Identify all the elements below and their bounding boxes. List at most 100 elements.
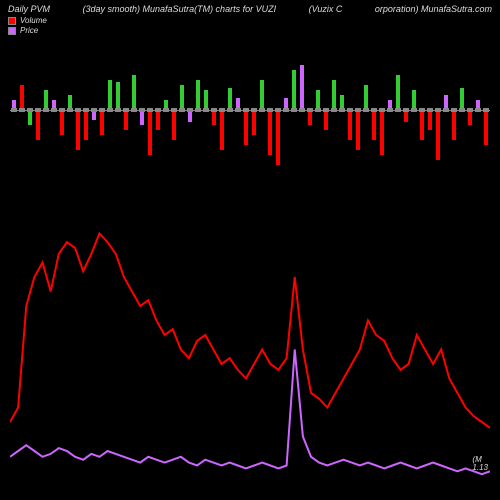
volume-tick (291, 108, 297, 112)
volume-bar (108, 80, 112, 110)
volume-tick (395, 108, 401, 112)
volume-line (10, 350, 490, 475)
volume-tick (443, 108, 449, 112)
volume-bar (172, 110, 176, 140)
volume-bar (308, 110, 312, 125)
volume-tick (19, 108, 25, 112)
volume-bar (76, 110, 80, 150)
volume-bar (180, 85, 184, 110)
volume-panel (10, 50, 490, 170)
volume-tick (131, 108, 137, 112)
volume-tick (307, 108, 313, 112)
volume-bar (260, 80, 264, 110)
volume-bar (124, 110, 128, 130)
annotation-line2: 1.13 (472, 464, 488, 472)
volume-tick (203, 108, 209, 112)
volume-tick (259, 108, 265, 112)
volume-bar (348, 110, 352, 140)
volume-bar (116, 82, 120, 110)
volume-bar (332, 80, 336, 110)
volume-tick (459, 108, 465, 112)
volume-tick (299, 108, 305, 112)
volume-bar (372, 110, 376, 140)
volume-tick (235, 108, 241, 112)
volume-tick (35, 108, 41, 112)
volume-bar (300, 65, 304, 110)
volume-bar (140, 110, 144, 125)
volume-tick (219, 108, 225, 112)
volume-tick (139, 108, 145, 112)
volume-tick (451, 108, 457, 112)
volume-tick (107, 108, 113, 112)
legend-item-price: Price (8, 26, 47, 35)
volume-bar (244, 110, 248, 145)
volume-bar (204, 90, 208, 110)
volume-bar (132, 75, 136, 110)
volume-tick (363, 108, 369, 112)
volume-tick (339, 108, 345, 112)
volume-bar (452, 110, 456, 140)
volume-tick (179, 108, 185, 112)
volume-tick (275, 108, 281, 112)
volume-tick (315, 108, 321, 112)
header-center-left: (3day smooth) MunafaSutra(TM) charts for… (83, 4, 277, 14)
volume-bar (84, 110, 88, 140)
volume-tick (163, 108, 169, 112)
volume-baseline (10, 110, 490, 111)
price-line (10, 234, 490, 428)
volume-bar (268, 110, 272, 155)
volume-tick (267, 108, 273, 112)
volume-tick (75, 108, 81, 112)
volume-tick (331, 108, 337, 112)
volume-tick (475, 108, 481, 112)
volume-bar (460, 88, 464, 110)
volume-tick (59, 108, 65, 112)
volume-tick (419, 108, 425, 112)
volume-tick (227, 108, 233, 112)
volume-bar (380, 110, 384, 155)
volume-tick (51, 108, 57, 112)
line-chart-svg (10, 190, 490, 480)
volume-bar (148, 110, 152, 155)
volume-bar (228, 88, 232, 110)
volume-tick (403, 108, 409, 112)
volume-tick (99, 108, 105, 112)
volume-bar (212, 110, 216, 125)
volume-bar (196, 80, 200, 110)
volume-tick (211, 108, 217, 112)
annotation: (M 1.13 (472, 456, 488, 472)
volume-bar (436, 110, 440, 160)
legend-label-volume: Volume (20, 16, 47, 25)
volume-tick (427, 108, 433, 112)
volume-tick (483, 108, 489, 112)
volume-tick (251, 108, 257, 112)
volume-tick (323, 108, 329, 112)
volume-tick (411, 108, 417, 112)
volume-tick (355, 108, 361, 112)
volume-tick (115, 108, 121, 112)
volume-tick (91, 108, 97, 112)
volume-tick (467, 108, 473, 112)
volume-bar (396, 75, 400, 110)
volume-bar (252, 110, 256, 135)
header-right: orporation) MunafaSutra.com (375, 4, 492, 14)
volume-bar (420, 110, 424, 140)
volume-bar (60, 110, 64, 135)
legend-swatch-price (8, 27, 16, 35)
volume-tick (27, 108, 33, 112)
volume-bar (316, 90, 320, 110)
volume-bar (356, 110, 360, 150)
volume-tick (187, 108, 193, 112)
volume-bar (364, 85, 368, 110)
volume-tick (155, 108, 161, 112)
volume-bar (20, 85, 24, 110)
volume-bar (468, 110, 472, 125)
volume-tick (195, 108, 201, 112)
volume-bar (484, 110, 488, 145)
header-left: Daily PVM (8, 4, 50, 14)
volume-tick (379, 108, 385, 112)
volume-tick (123, 108, 129, 112)
volume-bar (324, 110, 328, 130)
volume-tick (67, 108, 73, 112)
volume-bar (276, 110, 280, 165)
